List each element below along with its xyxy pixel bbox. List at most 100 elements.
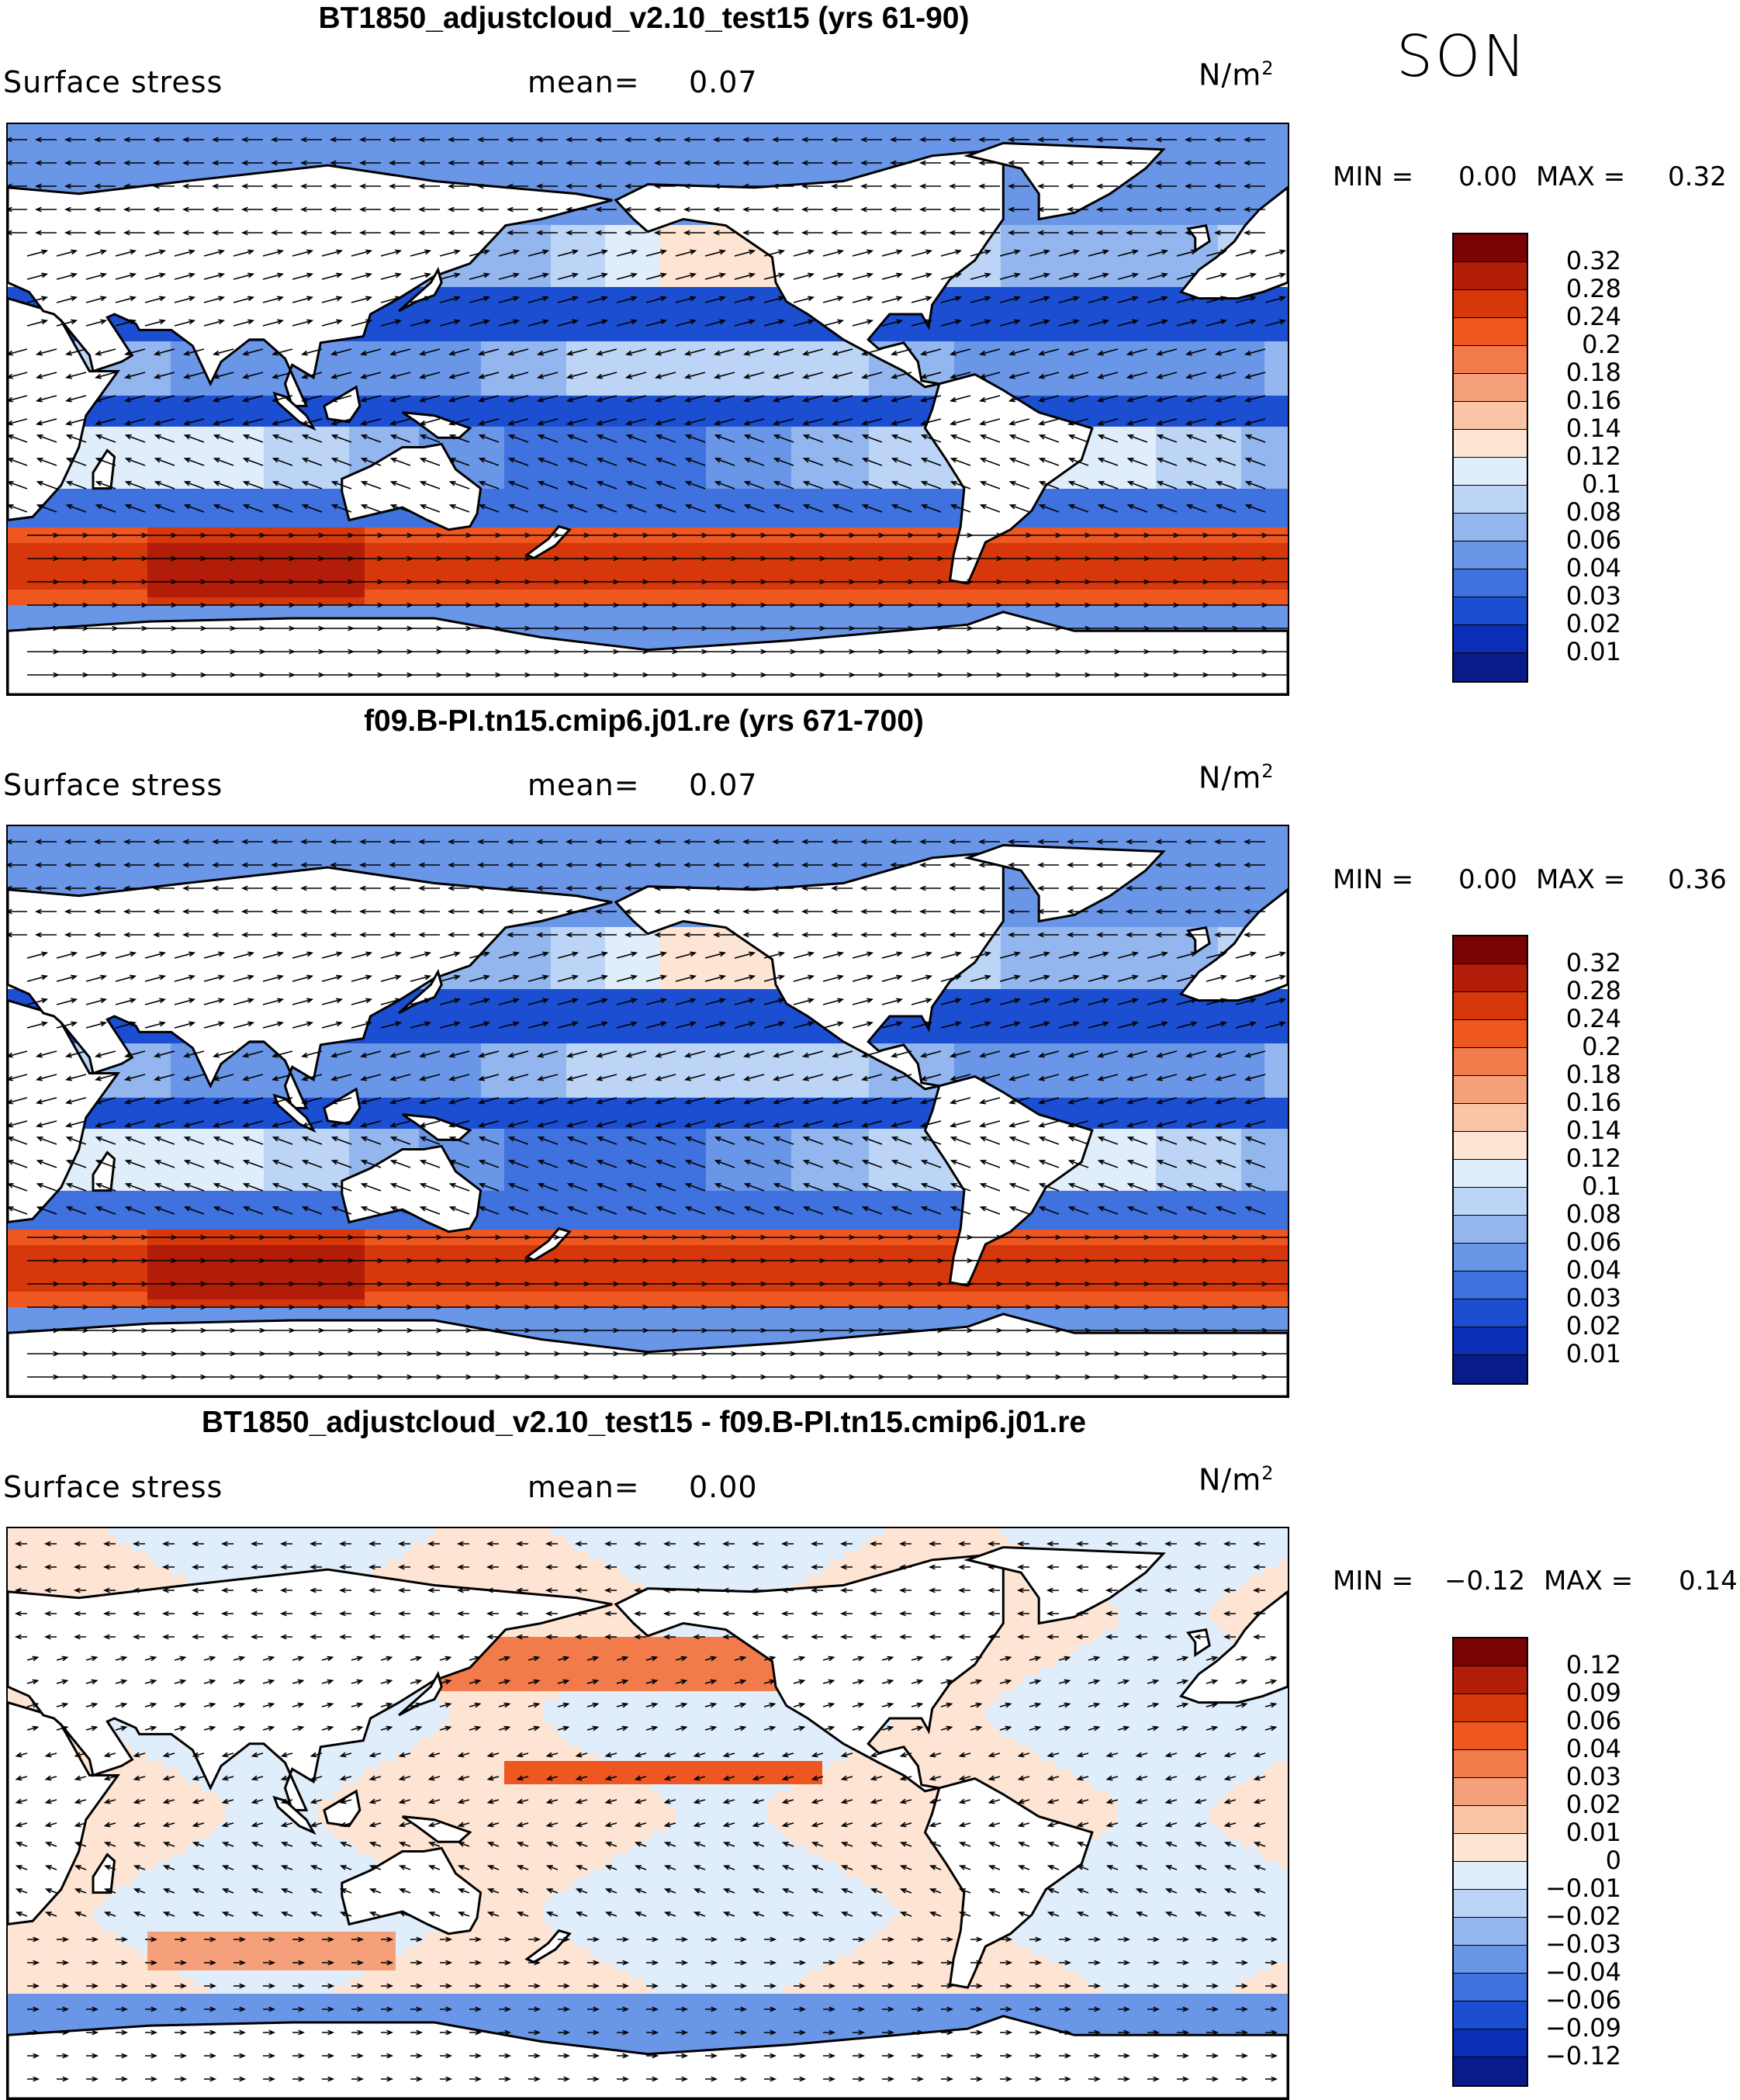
colorbar-segment (1454, 1722, 1527, 1750)
colorbar-segment (1454, 964, 1527, 992)
colorbar-segment (1454, 1327, 1527, 1355)
stress-vectors (8, 839, 1288, 1380)
colorbar-segment (1454, 597, 1527, 625)
colorbar-tick-label: 0.06 (1520, 1706, 1621, 1735)
colorbar-segment (1454, 1946, 1527, 1974)
stress-vectors (14, 1541, 1278, 2082)
max-value: 0.32 (1668, 161, 1727, 192)
max-label: MAX = (1536, 161, 1625, 192)
landmass-australia (341, 1144, 483, 1233)
colorbar-tick-label: 0.08 (1520, 497, 1621, 527)
map-panel-bottom (6, 1527, 1289, 2100)
mean-label: mean= (528, 65, 640, 99)
landmass-australia (341, 1846, 483, 1936)
colorbar-segment (1454, 992, 1527, 1020)
colorbar-segment (1454, 625, 1527, 653)
colorbar-segment (1454, 402, 1527, 430)
colorbar-tick-label: −0.09 (1520, 2013, 1621, 2043)
landmass-sumatra (272, 1093, 317, 1133)
map-panel-middle (6, 825, 1289, 1398)
colorbar-segment (1454, 2029, 1527, 2057)
landmass-newguinea (401, 1113, 472, 1141)
colorbar-tick-label: 0.02 (1520, 1311, 1621, 1341)
colorbar-tick-label: 0.28 (1520, 274, 1621, 303)
colorbar-segment (1454, 1244, 1527, 1271)
landmass-uk (1186, 925, 1211, 956)
colorbar-segment (1454, 1918, 1527, 1946)
map-svg (8, 1528, 1288, 2098)
colorbar-tick-label: 0.2 (1520, 1032, 1621, 1061)
min-value: −0.12 (1444, 1565, 1525, 1597)
colorbar-tick-label: 0.16 (1520, 386, 1621, 415)
colorbar-segment (1454, 458, 1527, 486)
variable-label: Surface stress (3, 768, 223, 802)
colorbar-tick-label: 0.06 (1520, 1227, 1621, 1257)
colorbar-segment (1454, 1020, 1527, 1048)
max-value: 0.36 (1668, 864, 1727, 895)
colorbar-segment (1454, 1188, 1527, 1216)
landmass-greenland (963, 1545, 1166, 1625)
max-label: MAX = (1536, 864, 1625, 895)
colorbar-tick-label: 0.03 (1520, 1283, 1621, 1313)
colorbar-tick-label: 0.14 (1520, 1116, 1621, 1145)
colorbar (1452, 935, 1528, 1385)
colorbar-segment (1454, 1834, 1527, 1862)
units-label: N/m2 (1199, 1462, 1275, 1497)
min-label: MIN = (1333, 864, 1413, 895)
colorbar-tick-label: 0.12 (1520, 1650, 1621, 1680)
colorbar-tick-label: 0.24 (1520, 302, 1621, 331)
colorbar-tick-label: 0.04 (1520, 1734, 1621, 1763)
map-panel-top (6, 123, 1289, 696)
landmass-madagascar (92, 1853, 116, 1894)
landmass-newguinea (401, 1815, 472, 1843)
colorbar-tick-label: 0.28 (1520, 976, 1621, 1005)
colorbar-tick-label: 0.1 (1520, 469, 1621, 499)
landmass-europeWest (1179, 887, 1288, 1002)
landmass-eurasia (8, 866, 613, 1109)
colorbar-tick-label: −0.12 (1520, 2041, 1621, 2071)
mean-value: 0.00 (689, 1470, 758, 1504)
colorbar-tick-label: 0.04 (1520, 1255, 1621, 1285)
units-label: N/m2 (1199, 57, 1275, 92)
colorbar-segment (1454, 569, 1527, 597)
colorbar-segment (1454, 1778, 1527, 1806)
landmass-samerica (923, 372, 1094, 585)
colorbar-tick-label: −0.02 (1520, 1901, 1621, 1931)
landmass-eurasia (8, 1568, 613, 1811)
colorbar-segment (1454, 1638, 1527, 1666)
colorbar-segment (1454, 1806, 1527, 1834)
landmass-samerica (923, 1777, 1094, 1989)
colorbar-segment (1454, 1750, 1527, 1778)
landmass-greenland (963, 843, 1166, 923)
units-label: N/m2 (1199, 760, 1275, 795)
colorbar-tick-label: 0.18 (1520, 1060, 1621, 1089)
colorbar-segment (1454, 1890, 1527, 1918)
landmass-greenland (963, 141, 1166, 221)
colorbar-tick-label: 0.01 (1520, 637, 1621, 666)
colorbar-segment (1454, 486, 1527, 514)
panel-title: f09.B-PI.tn15.cmip6.j01.re (yrs 671-700) (0, 704, 1288, 739)
colorbar-tick-label: −0.06 (1520, 1985, 1621, 2015)
colorbar-tick-label: 0.01 (1520, 1339, 1621, 1368)
landmass-newguinea (401, 411, 472, 439)
season-label: SON (1396, 23, 1528, 90)
min-label: MIN = (1333, 161, 1413, 192)
colorbar-segment (1454, 653, 1527, 681)
colorbar-tick-label: 0.12 (1520, 441, 1621, 471)
colorbar-tick-label: 0.2 (1520, 330, 1621, 359)
colorbar-segment (1454, 1862, 1527, 1890)
colorbar-tick-label: 0.06 (1520, 525, 1621, 555)
colorbar-segment (1454, 318, 1527, 346)
mean-value: 0.07 (689, 768, 758, 802)
colorbar-segment (1454, 346, 1527, 374)
colorbar-tick-label: 0.14 (1520, 413, 1621, 443)
landmass-uk (1186, 223, 1211, 254)
colorbar-tick-label: 0.32 (1520, 246, 1621, 275)
min-value: 0.00 (1458, 864, 1517, 895)
colorbar-segment (1454, 1694, 1527, 1722)
colorbar-tick-label: 0.02 (1520, 609, 1621, 638)
colorbar-tick-label: 0.04 (1520, 553, 1621, 583)
max-value: 0.14 (1679, 1565, 1738, 1597)
landmass-antarcticaFringe (8, 2015, 1288, 2098)
map-svg (8, 826, 1288, 1396)
